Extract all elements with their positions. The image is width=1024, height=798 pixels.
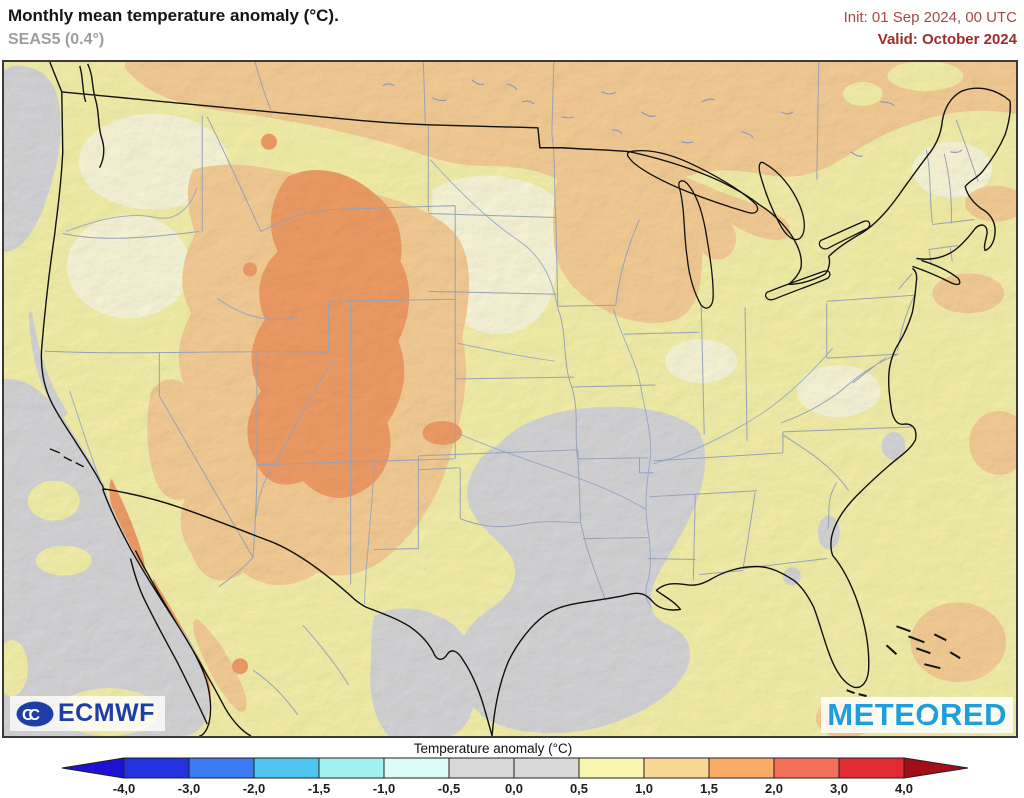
coastlines-borders [40, 62, 1011, 736]
colorbar-segment [253, 757, 320, 779]
colorbar-segment [578, 757, 645, 779]
colorbar-ticks: -4,0 -3,0 -2,0 -1,5 -1,0 -0,5 0,0 0,5 1,… [113, 781, 913, 796]
colorbar-segment [513, 757, 580, 779]
colorbar-legend: Temperature anomaly (°C) -4,0 -3,0 -2,0 … [0, 740, 1024, 798]
tick-label: -1,0 [373, 781, 395, 796]
ecmwf-logo: CC ECMWF [10, 696, 165, 731]
valid-time-label: Valid: October 2024 [877, 31, 1017, 48]
tick-label: -3,0 [178, 781, 200, 796]
anomaly-map: CC ECMWF METEORED [2, 60, 1018, 738]
colorbar-segment [773, 757, 840, 779]
ecmwf-icon: CC [16, 701, 54, 726]
meteored-wordmark-post: RED [940, 697, 1007, 732]
colorbar-segment [708, 757, 775, 779]
colorbar-segment [188, 757, 255, 779]
colorbar-left-arrow [61, 757, 125, 779]
tick-label: -4,0 [113, 781, 135, 796]
tick-label: 2,0 [765, 781, 783, 796]
tick-label: 3,0 [830, 781, 848, 796]
tick-label: -0,5 [438, 781, 460, 796]
colorbar-title: Temperature anomaly (°C) [414, 741, 572, 756]
tick-label: 0,5 [570, 781, 588, 796]
map-canvas [4, 62, 1016, 736]
colorbar-svg: Temperature anomaly (°C) -4,0 -3,0 -2,0 … [61, 741, 969, 796]
state-borders [44, 62, 979, 716]
tick-label: 0,0 [505, 781, 523, 796]
tick-label: 1,0 [635, 781, 653, 796]
colorbar-segment [838, 757, 905, 779]
canada-lakes [382, 79, 963, 157]
great-lakes [626, 149, 871, 309]
run-info: Init: 01 Sep 2024, 00 UTC Valid: October… [844, 7, 1017, 51]
colorbar-segment [643, 757, 710, 779]
header: Monthly mean temperature anomaly (°C). S… [0, 0, 1024, 60]
colorbar-segment [383, 757, 450, 779]
meteored-o-glyph: O [915, 697, 940, 733]
page-title: Monthly mean temperature anomaly (°C). [8, 6, 339, 25]
relief-texture [4, 62, 1016, 736]
colorbar-segment [318, 757, 385, 779]
ecmwf-wordmark: ECMWF [58, 699, 155, 727]
colorbar-segment [448, 757, 515, 779]
colorbar-segment [123, 757, 190, 779]
meteored-logo: METEORED [821, 697, 1013, 733]
tick-label: -2,0 [243, 781, 265, 796]
tick-label: 4,0 [895, 781, 913, 796]
tick-label: -1,5 [308, 781, 330, 796]
colorbar-right-arrow [903, 757, 969, 779]
init-time-label: Init: 01 Sep 2024, 00 UTC [843, 9, 1017, 26]
tick-label: 1,5 [700, 781, 718, 796]
islands [846, 625, 961, 698]
model-subtitle: SEAS5 (0.4°) [8, 31, 105, 48]
meteored-wordmark-pre: METE [827, 697, 916, 732]
